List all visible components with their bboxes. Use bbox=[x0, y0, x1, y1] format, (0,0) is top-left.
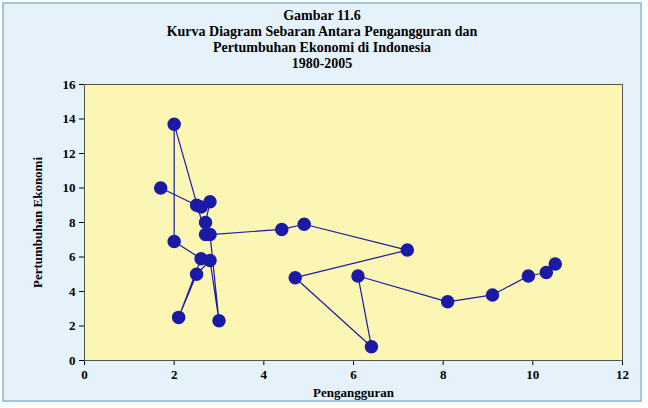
svg-text:6: 6 bbox=[69, 249, 76, 264]
svg-text:Pertumbuhan Ekonomi: Pertumbuhan Ekonomi bbox=[30, 157, 45, 288]
svg-text:10: 10 bbox=[63, 180, 76, 195]
svg-text:16: 16 bbox=[63, 77, 77, 92]
svg-text:12: 12 bbox=[616, 367, 629, 382]
svg-text:2: 2 bbox=[69, 318, 76, 333]
svg-text:8: 8 bbox=[69, 215, 76, 230]
svg-text:8: 8 bbox=[440, 367, 447, 382]
svg-text:12: 12 bbox=[63, 146, 76, 161]
svg-text:4: 4 bbox=[69, 284, 76, 299]
svg-text:14: 14 bbox=[63, 111, 77, 126]
svg-text:2: 2 bbox=[171, 367, 178, 382]
html-text:Kurva Diagram Sebaran Antara P: Kurva Diagram Sebaran Antara Penganggura… bbox=[166, 24, 478, 39]
html-text:1980-2005: 1980-2005 bbox=[291, 56, 353, 71]
svg-text:0: 0 bbox=[81, 367, 88, 382]
html-text:Gambar 11.6: Gambar 11.6 bbox=[283, 8, 361, 23]
svg-text:Pengangguran: Pengangguran bbox=[313, 385, 395, 400]
svg-text:0: 0 bbox=[69, 353, 76, 368]
svg-text:4: 4 bbox=[261, 367, 268, 382]
svg-text:10: 10 bbox=[526, 367, 539, 382]
html-text:Pertumbuhan Ekonomi di Indones: Pertumbuhan Ekonomi di Indonesia bbox=[212, 40, 432, 55]
svg-text:6: 6 bbox=[350, 367, 357, 382]
